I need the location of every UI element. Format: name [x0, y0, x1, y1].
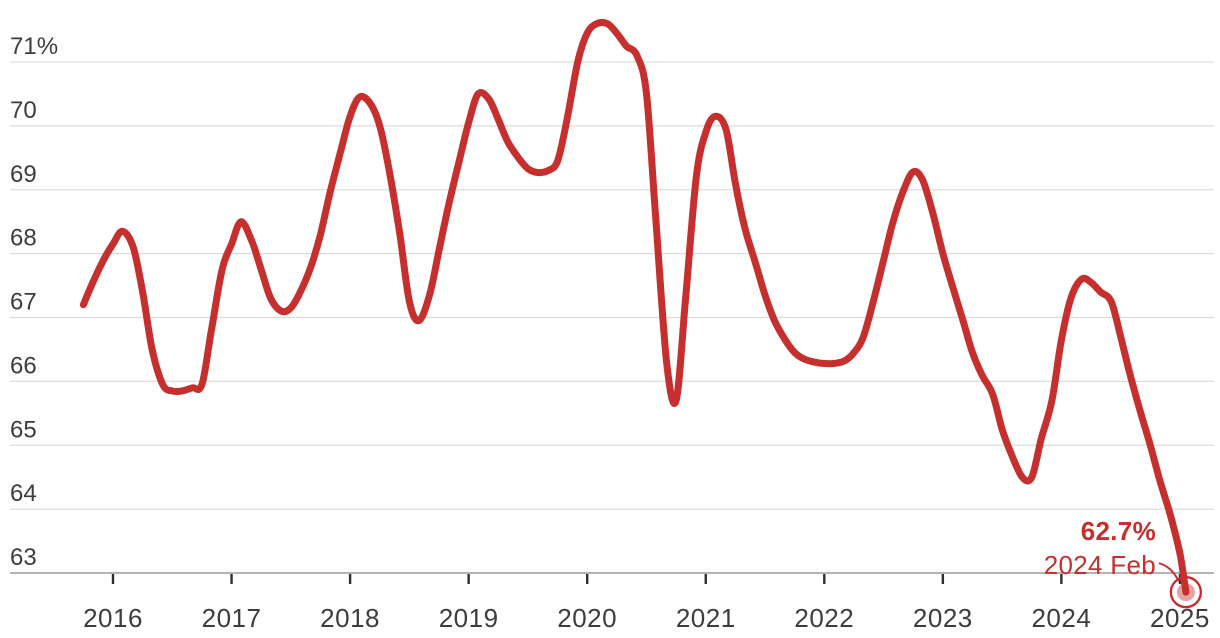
endpoint-marker-dot: [1176, 583, 1195, 602]
y-axis-label: 65: [10, 416, 37, 443]
x-axis-label: 2018: [320, 603, 380, 633]
endpoint-date-label: 2024 Feb: [1043, 550, 1156, 580]
x-axis-label: 2020: [557, 603, 617, 633]
endpoint-value-label: 62.7%: [1080, 516, 1156, 546]
y-axis-label: 68: [10, 225, 37, 252]
y-axis-label: 64: [10, 480, 37, 507]
x-axis-label: 2025: [1150, 603, 1210, 633]
y-axis-label: 67: [10, 289, 37, 316]
y-axis-label: 70: [10, 97, 37, 124]
x-axis-label: 2017: [202, 603, 262, 633]
endpoint-marker-ring: [1169, 575, 1203, 609]
rate-line: [79, 19, 1190, 596]
y-axis-label: 71%: [10, 33, 58, 60]
x-axis-label: 2022: [794, 603, 854, 633]
x-axis-label: 2016: [83, 603, 143, 633]
x-axis-label: 2024: [1031, 603, 1091, 633]
y-axis-label: 66: [10, 352, 37, 379]
y-axis-label: 63: [10, 544, 37, 571]
x-axis-label: 2021: [676, 603, 736, 633]
endpoint-annotation: 62.7% 2024 Feb: [1044, 518, 1156, 578]
annotation-connector: [1158, 562, 1180, 582]
y-axis-label: 69: [10, 161, 37, 188]
x-axis-label: 2023: [913, 603, 973, 633]
x-axis-label: 2019: [439, 603, 499, 633]
